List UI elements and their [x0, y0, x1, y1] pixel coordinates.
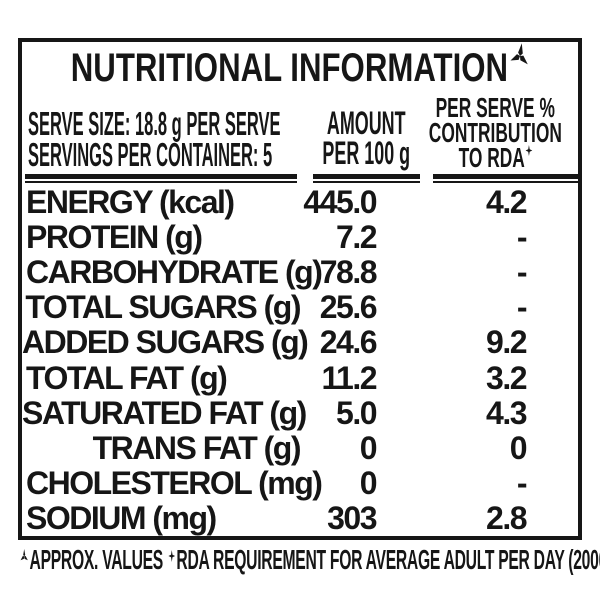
row-label: TRANS FAT (g)	[92, 429, 302, 466]
three-point-star-icon	[20, 548, 28, 564]
row-label: TOTAL SUGARS (g)	[25, 289, 301, 326]
table-row: SATURATED FAT (g) 5.0 4.3	[22, 394, 578, 431]
rule-left-divider	[25, 174, 297, 183]
footnote-approx-text: APPROX. VALUES	[29, 544, 164, 575]
serve-size-text: SERVE SIZE: 18.8 g PER SERVE	[28, 105, 281, 142]
row-amount: 5.0	[336, 394, 377, 431]
row-rda: 3.2	[486, 359, 527, 396]
row-rda: 0	[509, 429, 528, 466]
four-point-star-icon	[525, 145, 532, 156]
rda-header-line2: CONTRIBUTION	[428, 117, 562, 148]
table-row: ENERGY (kcal) 445.0 4.2	[22, 184, 578, 221]
nutrition-label-box: NUTRITIONAL INFORMATION SERVE SIZE: 18.8…	[18, 38, 582, 540]
servings-per-container-text: SERVINGS PER CONTAINER: 5	[28, 136, 273, 173]
label-title-row: NUTRITIONAL INFORMATION	[22, 43, 578, 90]
three-point-star-svg	[20, 548, 28, 560]
row-amount: 0	[359, 429, 378, 466]
row-label: SODIUM (mg)	[26, 499, 217, 536]
row-amount: 0	[359, 464, 378, 501]
rda-column-header: PER SERVE % CONTRIBUTION TO RDA	[412, 92, 578, 173]
four-point-star-svg	[525, 145, 532, 156]
table-row: TOTAL SUGARS (g) 25.6 -	[22, 289, 578, 326]
row-label: CHOLESTEROL (mg)	[26, 464, 323, 501]
row-rda: -	[516, 289, 528, 326]
column-rules	[22, 174, 578, 183]
four-point-star-icon	[168, 550, 176, 562]
row-rda: -	[516, 254, 528, 291]
label-title-wrap: NUTRITIONAL INFORMATION	[70, 43, 529, 90]
row-amount: 11.2	[321, 359, 377, 396]
amount-column-header: AMOUNT PER 100 g	[283, 105, 449, 171]
footnote: APPROX. VALUES RDA REQUIREMENT FOR AVERA…	[20, 544, 600, 576]
table-row: ADDED SUGARS (g) 24.6 9.2	[22, 324, 578, 361]
row-rda: 4.3	[486, 394, 527, 431]
three-point-star-svg	[509, 43, 528, 65]
serving-info: SERVE SIZE: 18.8 g PER SERVE SERVINGS PE…	[28, 105, 281, 173]
rule-right-divider	[433, 174, 578, 183]
row-label: SATURATED FAT (g)	[22, 394, 307, 431]
rda-header-line3: TO RDA	[458, 142, 532, 173]
table-header: SERVE SIZE: 18.8 g PER SERVE SERVINGS PE…	[22, 92, 578, 173]
row-label: CARBOHYDRATE (g)	[26, 254, 323, 291]
table-row: SODIUM (mg) 303 2.8	[22, 499, 578, 536]
nutrition-rows: ENERGY (kcal) 445.0 4.2 PROTEIN (g) 7.2 …	[22, 184, 578, 536]
table-row: CARBOHYDRATE (g) 78.8 -	[22, 254, 578, 291]
table-row: PROTEIN (g) 7.2 -	[22, 219, 578, 256]
amount-header-line1: AMOUNT	[326, 105, 406, 141]
four-point-star-svg	[168, 550, 176, 562]
page-title: NUTRITIONAL INFORMATION	[70, 46, 508, 90]
table-row: TOTAL FAT (g) 11.2 3.2	[22, 359, 578, 396]
row-amount: 78.8	[319, 254, 378, 291]
row-label: TOTAL FAT (g)	[26, 359, 228, 396]
row-amount: 25.6	[319, 289, 378, 326]
row-rda: 4.2	[486, 184, 527, 221]
row-rda: -	[516, 464, 528, 501]
rda-header-line3-text: TO RDA	[458, 142, 525, 173]
row-rda: 9.2	[486, 324, 527, 361]
table-row: TRANS FAT (g) 0 0	[22, 429, 578, 466]
row-amount: 7.2	[336, 219, 377, 256]
amount-header-line2: PER 100 g	[322, 135, 410, 171]
row-label: ADDED SUGARS (g)	[22, 324, 309, 361]
row-rda: -	[516, 219, 528, 256]
row-rda: 2.8	[486, 499, 527, 536]
row-label: PROTEIN (g)	[26, 219, 203, 256]
row-amount: 445.0	[303, 184, 377, 221]
row-amount: 303	[327, 499, 377, 536]
table-row: CHOLESTEROL (mg) 0 -	[22, 464, 578, 501]
row-label: ENERGY (kcal)	[26, 184, 235, 221]
row-amount: 24.6	[319, 324, 378, 361]
footnote-rda-text: RDA REQUIREMENT FOR AVERAGE ADULT PER DA…	[176, 544, 600, 575]
rule-mid-divider	[313, 174, 420, 183]
rda-header-line1: PER SERVE %	[435, 92, 555, 123]
three-point-star-icon	[509, 43, 529, 69]
